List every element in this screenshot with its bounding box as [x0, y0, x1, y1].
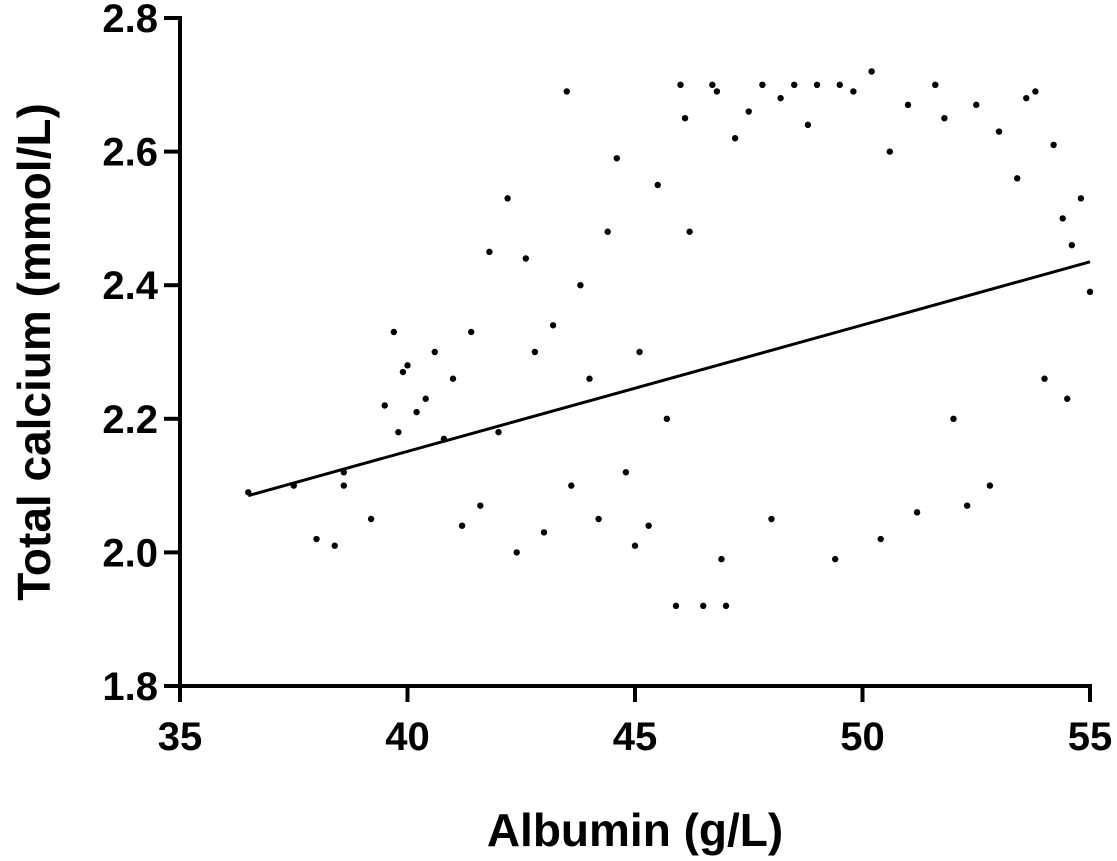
data-point: [963, 502, 971, 509]
x-tick-label: 35: [158, 715, 203, 759]
data-point: [604, 228, 611, 235]
data-point: [522, 255, 529, 262]
data-point: [877, 535, 884, 543]
data-point: [791, 81, 798, 89]
y-tick-label: 2.8: [102, 0, 158, 41]
data-point: [390, 328, 398, 336]
data-point: [813, 81, 821, 89]
x-tick-label: 55: [1068, 715, 1113, 759]
data-point: [1068, 241, 1076, 249]
data-point: [995, 128, 1003, 135]
points-layer: [245, 68, 1094, 610]
data-point: [759, 81, 766, 89]
data-point: [586, 375, 593, 382]
data-point: [1023, 94, 1030, 102]
data-point: [404, 362, 411, 369]
x-ticks: 35 40 45 50 55: [158, 686, 1113, 759]
y-axis-title: Total calcium (mmol/L): [8, 103, 60, 601]
data-point: [568, 482, 575, 489]
data-point: [731, 135, 739, 142]
data-point: [1086, 288, 1094, 296]
data-point: [686, 228, 693, 235]
data-point: [631, 542, 639, 549]
data-point: [681, 115, 689, 122]
data-point: [804, 121, 812, 129]
data-point: [477, 502, 484, 509]
data-point: [1050, 141, 1057, 149]
data-point: [540, 529, 548, 536]
data-point: [1077, 195, 1085, 202]
data-point: [1041, 375, 1048, 382]
data-point: [645, 522, 652, 529]
data-point: [677, 81, 684, 89]
data-point: [722, 602, 730, 610]
data-point: [745, 108, 752, 115]
data-point: [886, 148, 893, 155]
data-point: [713, 88, 721, 95]
data-point: [531, 348, 539, 356]
data-point: [700, 602, 707, 610]
data-point: [563, 88, 570, 95]
data-point: [654, 181, 661, 189]
data-point: [449, 375, 457, 382]
data-point: [399, 368, 407, 376]
data-point: [495, 428, 502, 436]
data-point: [768, 515, 775, 523]
y-tick-label: 2.0: [102, 531, 158, 575]
data-point: [504, 195, 511, 202]
data-point: [850, 88, 857, 95]
data-point: [709, 81, 716, 89]
data-point: [622, 469, 630, 476]
data-point: [718, 555, 725, 563]
x-tick-label: 45: [613, 715, 658, 759]
data-point: [836, 81, 843, 89]
data-point: [513, 549, 520, 556]
data-point: [913, 509, 921, 516]
data-point: [1064, 395, 1071, 402]
data-point: [331, 542, 338, 549]
y-ticks: 1.8 2.0 2.2 2.4 2.6 2.8: [102, 0, 180, 709]
x-axis-title: Albumin (g/L): [487, 804, 783, 856]
data-point: [313, 535, 320, 543]
data-point: [413, 408, 420, 416]
data-point: [950, 415, 957, 422]
data-point: [458, 522, 466, 529]
data-point: [986, 482, 994, 489]
data-point: [777, 94, 784, 102]
data-point: [1032, 88, 1039, 95]
data-point: [941, 115, 948, 122]
data-point: [340, 482, 347, 489]
data-point: [1059, 215, 1066, 222]
data-point: [672, 602, 680, 610]
y-tick-label: 1.8: [102, 665, 158, 709]
trend-line: [247, 260, 1091, 498]
y-tick-label: 2.4: [102, 264, 158, 308]
data-point: [486, 248, 493, 255]
data-point: [422, 395, 429, 402]
data-point: [932, 81, 939, 89]
data-point: [549, 322, 557, 329]
data-point: [613, 155, 620, 162]
data-point: [1014, 175, 1021, 182]
data-point: [904, 101, 912, 109]
x-tick-label: 40: [385, 715, 430, 759]
data-point: [832, 555, 839, 563]
data-point: [636, 348, 643, 356]
data-point: [381, 402, 388, 409]
data-point: [973, 101, 980, 109]
data-point: [367, 515, 375, 523]
data-point: [577, 282, 584, 289]
data-point: [431, 348, 438, 356]
data-point: [663, 415, 671, 422]
data-point: [595, 515, 602, 523]
data-point: [395, 428, 402, 436]
data-point: [868, 68, 875, 75]
data-point: [468, 328, 475, 336]
y-tick-label: 2.6: [102, 131, 158, 175]
x-tick-label: 50: [840, 715, 885, 759]
y-tick-label: 2.2: [102, 398, 158, 442]
